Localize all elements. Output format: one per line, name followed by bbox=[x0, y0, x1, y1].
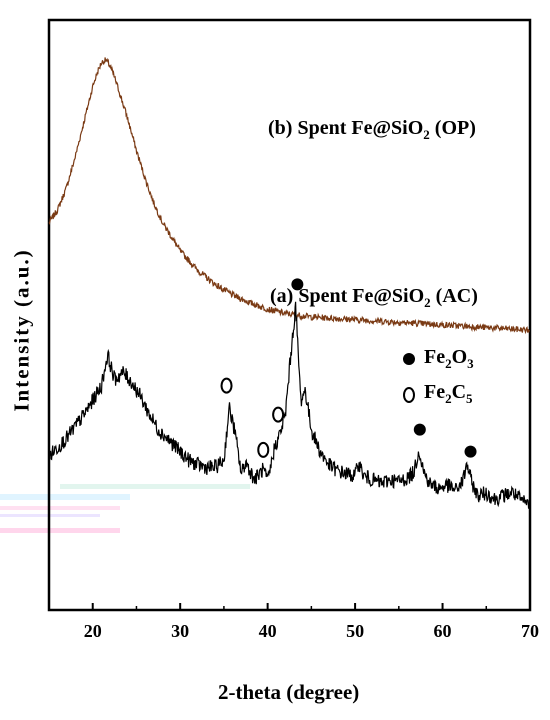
series-label-b: (b) Spent Fe@SiO2 (OP) bbox=[268, 117, 476, 142]
series-line-a bbox=[48, 301, 531, 509]
legend-marker-fe2c5 bbox=[403, 387, 415, 403]
x-tick-label: 60 bbox=[434, 621, 452, 641]
peak-marker-fe2c5 bbox=[257, 441, 270, 458]
peak-marker-fe2c5 bbox=[272, 406, 285, 423]
x-tick-label: 40 bbox=[259, 621, 277, 641]
legend-label-fe2c5: Fe2C5 bbox=[424, 381, 473, 406]
scan-artifact bbox=[0, 506, 120, 510]
legend-label-fe2o3: Fe2O3 bbox=[424, 346, 474, 371]
scan-artifact bbox=[60, 484, 250, 489]
series-label-a: (a) Spent Fe@SiO2 (AC) bbox=[270, 285, 478, 310]
series-line-b bbox=[48, 57, 531, 335]
legend-marker-fe2o3 bbox=[403, 353, 415, 365]
x-tick-label: 50 bbox=[346, 621, 364, 641]
x-tick-label: 30 bbox=[171, 621, 189, 641]
peak-marker-fe2c5 bbox=[220, 377, 233, 394]
plot-frame bbox=[47, 18, 532, 612]
scan-artifact bbox=[0, 528, 120, 533]
x-tick-label: 20 bbox=[84, 621, 102, 641]
peak-marker-fe2o3 bbox=[413, 423, 426, 436]
scan-artifact bbox=[0, 494, 130, 500]
x-axis-title: 2-theta (degree) bbox=[218, 680, 360, 704]
peak-marker-fe2o3 bbox=[291, 278, 304, 291]
y-axis-title: Intensity (a.u.) bbox=[9, 248, 34, 412]
peak-marker-fe2o3 bbox=[464, 445, 477, 458]
x-tick-label: 70 bbox=[521, 621, 539, 641]
